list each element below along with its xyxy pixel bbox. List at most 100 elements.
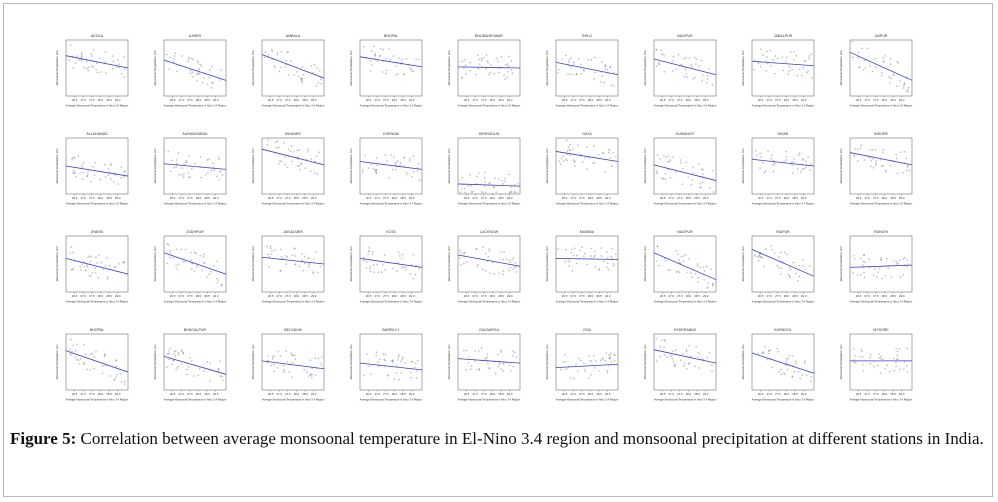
data-point [759,152,761,155]
plot-area [653,235,717,293]
data-point [569,377,572,379]
data-point [470,365,473,367]
data-point [613,85,615,87]
data-point [296,149,299,152]
data-point [516,191,518,194]
data-point [372,167,375,170]
data-point [711,169,714,172]
x-tick-label: 28.5 [106,392,112,396]
data-point [765,60,767,62]
plot-area [65,137,129,195]
data-point [403,73,406,75]
data-point [688,258,690,260]
x-tick-label: 29.0 [115,392,121,396]
data-point [584,368,586,371]
x-tick-label: 28.5 [890,98,896,102]
x-tick-label: 29.0 [801,98,807,102]
data-point [92,66,95,68]
data-point [412,253,415,256]
data-point [853,361,856,363]
y-axis-label: Monsoonal Precipitation, mm [839,344,843,379]
data-point [772,170,775,173]
data-point [504,180,506,183]
chart-title: GUWAHATI [676,132,695,136]
x-tick-label: 28.0 [784,98,790,102]
x-tick-label: 26.5 [464,392,470,396]
data-point [575,73,578,76]
data-point [853,155,856,157]
data-point [391,360,393,362]
data-point [115,266,117,268]
data-point [503,251,505,253]
regression-line [163,252,227,275]
x-tick-label: 29.0 [605,98,611,102]
data-point [379,358,381,361]
data-point [367,167,370,169]
data-point [485,269,487,272]
data-point [97,276,100,279]
data-point [601,61,603,63]
x-tick-label: 26.5 [170,98,176,102]
data-point [706,287,709,289]
data-point [369,270,372,273]
x-tick-label: 26.5 [72,392,78,396]
data-point [699,182,702,185]
data-point [83,261,85,263]
data-point [613,360,616,362]
data-point [175,248,178,250]
regression-line [751,352,815,374]
data-point [674,363,676,366]
data-point [374,54,376,56]
data-point [666,161,669,163]
data-point [403,165,406,167]
regression-line [849,264,913,268]
regression-line [457,254,521,267]
x-axis-label: Average Monsoonal Temperature in Nino 3.… [752,104,815,108]
data-point [795,272,797,275]
plot-area [65,235,129,293]
data-point [791,69,793,71]
x-tick-label: 28.0 [196,294,202,298]
data-point [680,262,682,265]
data-point [700,59,703,62]
data-point [861,264,864,266]
x-tick-label: 28.5 [498,392,504,396]
plot-area [849,235,913,293]
data-point [753,68,755,71]
plot-area [457,235,521,293]
data-point [80,53,83,55]
data-point [204,262,206,264]
x-tick-label: 28.0 [686,392,692,396]
scatter-panel: MUMBAI 26.5 27.0 27.5 28.0 28.5 29.0 Average Mo… [540,226,636,318]
plot-area [751,137,815,195]
x-tick-label: 28.5 [302,98,308,102]
y-axis-label: Monsoonal Precipitation, mm [447,246,451,281]
data-point [374,53,376,55]
data-point [701,74,704,76]
data-point [705,82,708,84]
data-point [91,55,93,57]
data-point [881,151,884,154]
x-tick-label: 27.0 [570,98,576,102]
data-point [216,282,219,284]
x-tick-label: 29.0 [311,196,317,200]
chart-title: GOA [583,328,592,332]
data-point [283,364,285,367]
data-point [313,64,316,66]
data-point [779,273,782,275]
x-axis-label: Average Monsoonal Temperature in Nino 3.… [556,300,619,304]
data-point [899,276,902,278]
x-tick-label: 29.0 [703,392,709,396]
data-point [570,66,573,68]
data-point [684,68,687,71]
data-point [674,349,677,351]
x-tick-label: 29.0 [899,196,905,200]
y-axis-label: Monsoonal Precipitation, mm [251,148,255,183]
data-point [767,62,769,65]
data-point [504,64,507,66]
data-point [401,267,403,269]
data-point [418,58,420,61]
data-point [498,71,500,74]
